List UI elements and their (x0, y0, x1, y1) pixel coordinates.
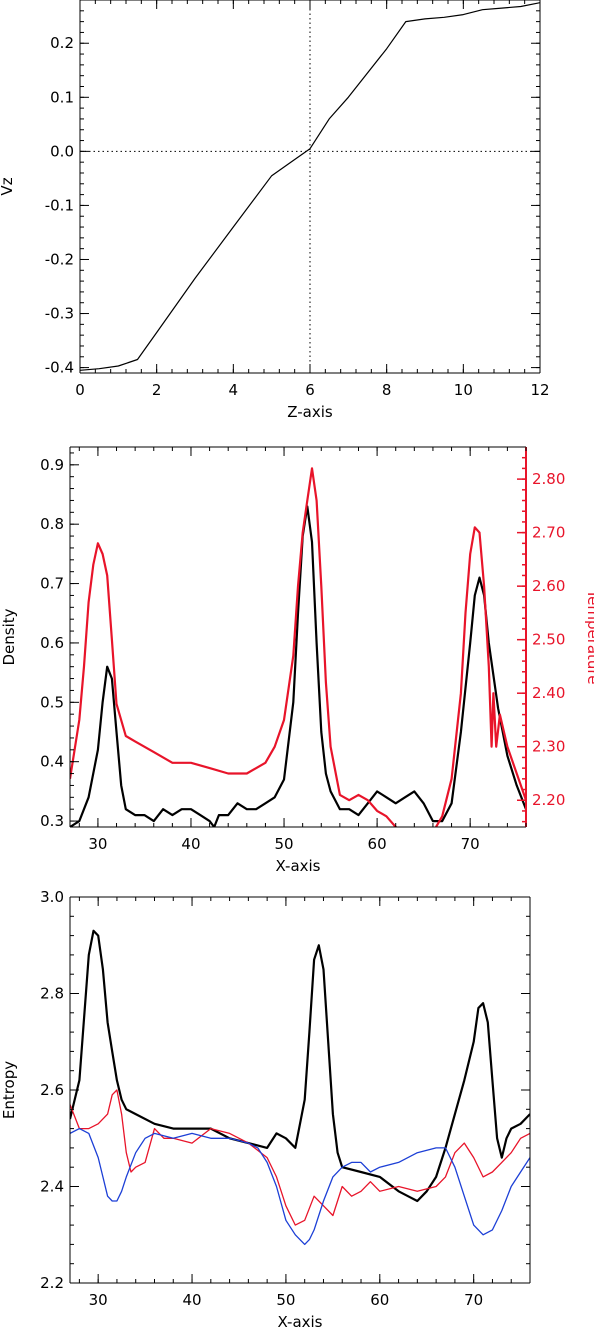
y-tick-label: 2.4 (40, 1178, 64, 1196)
y-tick-label: 0.2 (50, 34, 74, 52)
y-tick-label: 2.2 (40, 1274, 64, 1292)
y-right-tick-label: 2.50 (532, 631, 565, 649)
series-line-3 (70, 1127, 530, 1246)
x-tick-label: 2 (152, 381, 162, 399)
y-tick-label: 0.5 (40, 693, 64, 711)
chart-panel-3: 30 40 50 60 70 2.2 2.4 2.6 2.8 3.0 X-axis Entropy (0, 888, 531, 1331)
x-tick-label: 30 (88, 835, 107, 853)
y-tick-label: 0.0 (50, 142, 74, 160)
x-tick-label: 60 (368, 835, 387, 853)
y-tick-label: 0.3 (40, 812, 64, 830)
y-right-tick-label: 2.70 (532, 524, 565, 542)
y-right-axis-label: Temperature (584, 588, 594, 684)
y-tick-label: 2.8 (40, 985, 64, 1003)
x-tick-label: 70 (461, 835, 480, 853)
x-tick-label: 6 (305, 381, 315, 399)
x-tick-label: 8 (382, 381, 392, 399)
y-axis-label: Entropy (0, 1061, 18, 1119)
x-axis-label: Z-axis (287, 403, 333, 421)
y-right-tick-label: 2.60 (532, 577, 565, 595)
y-tick-label: 0.8 (40, 515, 64, 533)
x-tick-label: 0 (75, 381, 85, 399)
y-axis-label: Density (0, 608, 18, 665)
x-tick-label: 40 (182, 1291, 201, 1309)
x-tick-label: 40 (181, 835, 200, 853)
y-tick-label: 0.1 (50, 88, 74, 106)
series-line-2 (70, 467, 526, 827)
x-tick-label: 60 (370, 1291, 389, 1309)
y-tick-label: -0.4 (45, 359, 74, 377)
x-tick-label: 50 (276, 1291, 295, 1309)
x-axis-label: X-axis (278, 1313, 323, 1331)
y-right-tick-label: 2.30 (532, 738, 565, 756)
x-tick-label: 70 (464, 1291, 483, 1309)
y-right-tick-label: 2.40 (532, 684, 565, 702)
y-tick-label: 0.6 (40, 634, 64, 652)
y-tick-label: -0.2 (45, 250, 74, 268)
y-tick-label: 0.7 (40, 575, 64, 593)
y-tick-label: 0.4 (40, 753, 64, 771)
y-tick-label: -0.3 (45, 305, 74, 323)
y-tick-label: 0.9 (40, 456, 64, 474)
x-tick-label: 30 (89, 1291, 108, 1309)
y-tick-label: 2.6 (40, 1081, 64, 1099)
y-axis-label: Vz (0, 177, 16, 195)
y-right-tick-label: 2.20 (532, 791, 565, 809)
series-line-1 (70, 929, 530, 1203)
x-tick-label: 50 (274, 835, 293, 853)
series-line-2 (70, 1089, 530, 1226)
y-tick-label: 3.0 (40, 888, 64, 906)
x-axis-label: X-axis (276, 857, 321, 875)
x-tick-label: 12 (530, 381, 549, 399)
chart-panel-1: 0 2 4 6 8 10 12 -0.4 -0.3 -0.2 -0.1 0.0 0.1 0.2 Z-axis… (0, 0, 550, 421)
y-right-tick-label: 2.80 (532, 470, 565, 488)
y-tick-label: -0.1 (45, 196, 74, 214)
chart-panel-2: 30 40 50 60 70 0.3 0.4 0.5 0.6 0.7 0.8 0.9 2.20 2.30 2… (0, 446, 594, 875)
x-tick-label: 10 (454, 381, 473, 399)
series-line-1 (70, 505, 526, 827)
series-line-1 (80, 2, 540, 371)
x-tick-label: 4 (229, 381, 239, 399)
